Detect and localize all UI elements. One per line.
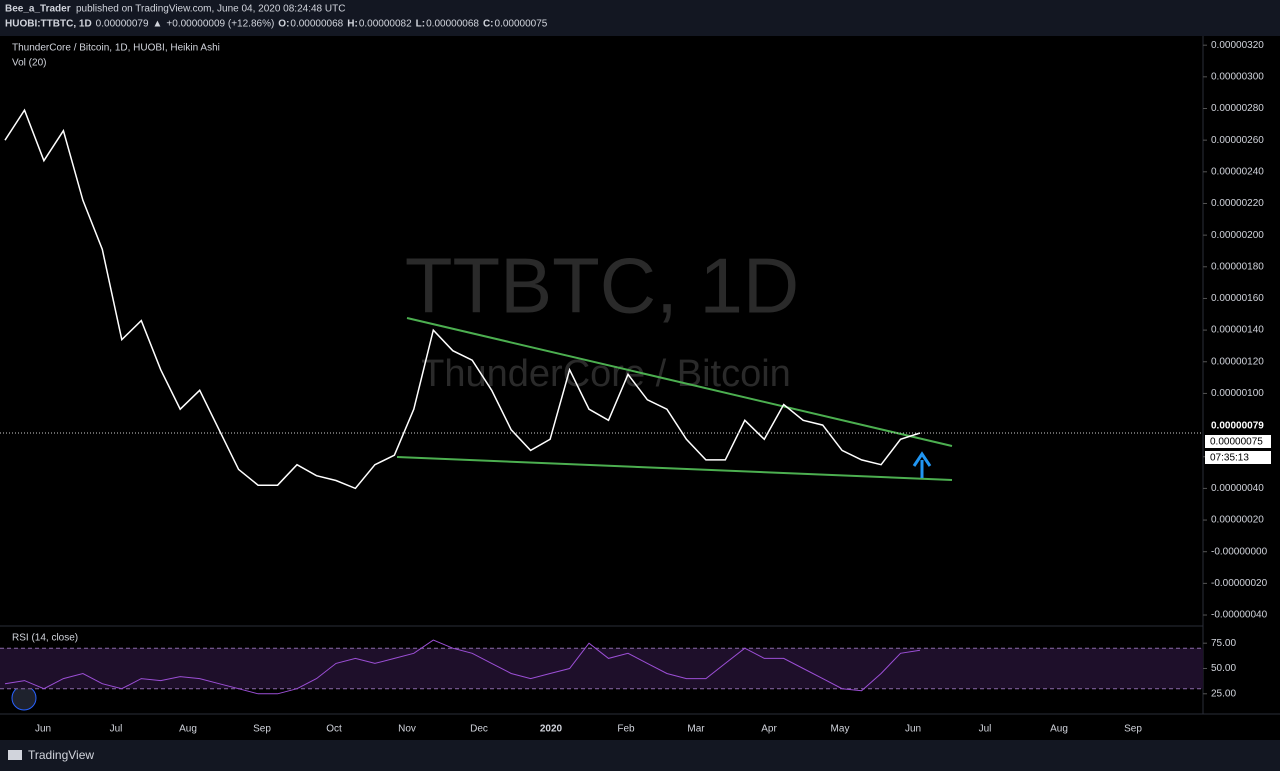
rsi-title: RSI (14, close) (12, 633, 78, 644)
footer-logo (8, 750, 22, 760)
ohlc-label: C: (483, 19, 494, 30)
time-label: Apr (761, 724, 777, 735)
y-tick-label: 50.00 (1211, 663, 1236, 674)
ohlc-label: O: (278, 19, 289, 30)
watermark: TTBTC, 1D (405, 242, 799, 330)
rsi-band (0, 648, 1203, 689)
y-tick-label: 0.00000140 (1211, 325, 1264, 336)
ohlc-label: H: (347, 19, 358, 30)
time-label: May (831, 724, 850, 735)
y-tick-label: 0.00000120 (1211, 356, 1264, 367)
symbol: HUOBI:TTBTC, 1D (5, 19, 92, 30)
time-label: Aug (1050, 724, 1068, 735)
y-tick-label: -0.00000040 (1211, 610, 1268, 621)
y-tick-label: 0.00000240 (1211, 166, 1264, 177)
watermark-subtitle: ThunderCore / Bitcoin (421, 353, 791, 395)
time-label: Aug (179, 724, 197, 735)
ohlc-value: 0.00000068 (290, 19, 343, 30)
publisher: Bee_a_Trader (5, 4, 71, 15)
time-label: Oct (326, 724, 342, 735)
time-label: 2020 (540, 724, 563, 735)
y-tick-label: -0.00000000 (1211, 546, 1268, 557)
footer-brand: TradingView (28, 748, 94, 762)
y-tick-label: 0.00000100 (1211, 388, 1264, 399)
chart-area (0, 36, 1280, 740)
change: +0.00000009 (+12.86%) (166, 19, 274, 30)
time-label: Sep (1124, 724, 1142, 735)
volume-label: Vol (20) (12, 58, 46, 69)
y-tick-label: 0.00000260 (1211, 135, 1264, 146)
time-label: Feb (617, 724, 635, 735)
y-tick-label: 0.00000160 (1211, 293, 1264, 304)
time-label: Jul (979, 724, 992, 735)
price-line (4, 108, 921, 490)
ohlc-label: L: (416, 19, 425, 30)
ohlc-value: 0.00000082 (359, 19, 412, 30)
y-tick-label: 75.00 (1211, 638, 1236, 649)
trend-line-upper (406, 317, 953, 447)
y-tick-label: 0.00000320 (1211, 40, 1264, 51)
y-tick-label: 0.00000180 (1211, 261, 1264, 272)
time-label: Sep (253, 724, 271, 735)
price-tag: 0.00000075 (1210, 437, 1263, 448)
time-label: Jul (110, 724, 123, 735)
y-tick-label: 25.00 (1211, 688, 1236, 699)
time-label: Mar (687, 724, 705, 735)
y-tick-label: 0.00000300 (1211, 71, 1264, 82)
countdown: 07:35:13 (1210, 453, 1249, 464)
chart-title: ThunderCore / Bitcoin, 1D, HUOBI, Heikin… (12, 43, 220, 54)
time-label: Jun (905, 724, 921, 735)
price-tag-box (1205, 434, 1271, 448)
y-tick-label: 0.00000020 (1211, 515, 1264, 526)
ohlc-value: 0.00000068 (426, 19, 479, 30)
y-tick-label: 0.00000280 (1211, 103, 1264, 114)
rsi-line (4, 639, 921, 695)
y-tick-label: 0.00000220 (1211, 198, 1264, 209)
ohlc-value: 0.00000075 (495, 19, 548, 30)
y-tick-label: 0.00000040 (1211, 483, 1264, 494)
trend-line-lower (396, 456, 953, 481)
logo-badge (11, 685, 37, 711)
last-price-axis-label: 0.00000079 (1211, 421, 1264, 432)
arrow (912, 451, 932, 478)
change-arrow: ▲ (153, 19, 163, 30)
published: published on TradingView.com, June 04, 2… (76, 4, 345, 15)
time-label: Jun (35, 724, 51, 735)
y-tick-label: -0.00000020 (1211, 578, 1268, 589)
time-label: Nov (398, 724, 416, 735)
last-price: 0.00000079 (96, 19, 149, 30)
countdown-box (1205, 450, 1271, 464)
y-tick-label: 0.00000200 (1211, 230, 1264, 241)
time-label: Dec (470, 724, 488, 735)
